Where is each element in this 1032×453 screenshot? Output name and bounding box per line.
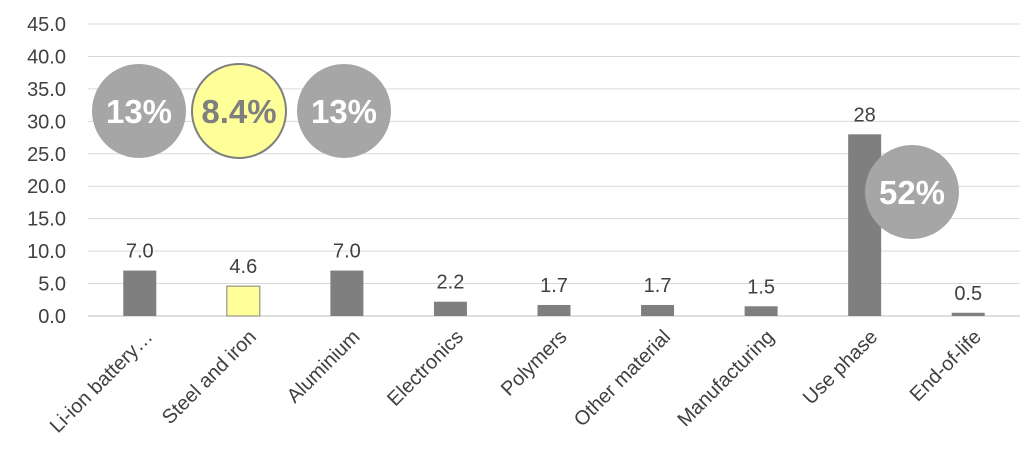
y-tick-label: 20.0	[27, 176, 66, 198]
percentage-annotations: 13% 8.4% 13% 52%	[92, 63, 959, 239]
y-tick-label: 40.0	[27, 46, 66, 68]
bars	[123, 134, 985, 317]
percentage-bubble	[297, 64, 391, 158]
y-tick-label: 45.0	[27, 14, 66, 36]
x-category-label: Manufacturing	[673, 326, 778, 431]
percentage-bubble	[92, 64, 186, 158]
y-tick-label: 30.0	[27, 111, 66, 133]
data-label: 7.0	[126, 241, 154, 263]
bar	[123, 270, 157, 316]
bar	[330, 270, 364, 316]
x-category-label: Polymers	[497, 326, 572, 401]
bar	[433, 301, 467, 316]
y-tick-label: 15.0	[27, 209, 66, 231]
percentage-bubble	[191, 63, 287, 159]
x-category-label: End-of-life	[906, 326, 986, 406]
data-label: 7.0	[333, 241, 361, 263]
percentage-bubble	[865, 145, 959, 239]
data-label: 1.7	[540, 275, 568, 297]
x-category-label: Steel and iron	[158, 326, 261, 429]
y-tick-label: 35.0	[27, 79, 66, 101]
data-label: 2.2	[437, 272, 465, 294]
percentage-label: 8.4%	[201, 93, 276, 130]
data-label: 0.5	[954, 283, 982, 305]
percentage-label: 52%	[879, 174, 945, 211]
bar	[951, 312, 985, 316]
data-labels: 7.0 4.6 7.0 2.2 1.7 1.7 1.5 28 0.5	[126, 104, 982, 304]
x-category-label: Electronics	[383, 326, 468, 411]
bar	[744, 306, 778, 316]
y-tick-label: 10.0	[27, 241, 66, 263]
y-tick-label: 0.0	[38, 306, 66, 328]
percentage-label: 13%	[311, 93, 377, 130]
x-category-label: Other material	[570, 326, 675, 431]
data-label: 4.6	[229, 256, 257, 278]
x-category-label: Use phase	[799, 326, 882, 409]
y-tick-label: 5.0	[38, 274, 66, 296]
data-label: 28	[854, 104, 876, 126]
bar	[537, 304, 571, 316]
data-label: 1.7	[644, 275, 672, 297]
y-tick-label: 25.0	[27, 144, 66, 166]
x-category-label: Aluminium	[283, 326, 365, 408]
bar	[226, 285, 261, 317]
data-label: 1.5	[747, 276, 775, 298]
x-category-label: Li-ion battery…	[46, 326, 157, 437]
x-axis-category-labels: Li-ion battery… Steel and iron Aluminium El…	[46, 326, 986, 437]
y-axis-tick-labels: 0.0 5.0 10.0 15.0 20.0 25.0 30.0 35.0 40.0 45.0	[27, 14, 66, 328]
percentage-label: 13%	[106, 93, 172, 130]
bar	[641, 304, 675, 316]
